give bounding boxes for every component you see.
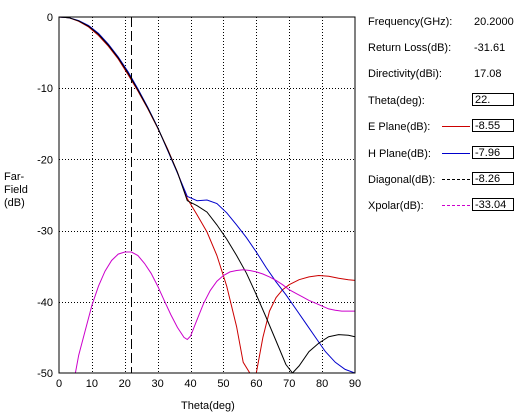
e-plane-legend-swatch [442, 126, 470, 127]
y-axis-title-line-1: Far- [4, 171, 25, 183]
y-tick-label: -20 [37, 154, 53, 166]
y-axis-title-line-3: (dB) [4, 197, 25, 209]
diagonal-label: Diagonal(dB): [368, 174, 436, 186]
e-plane-value-box: -8.55 [472, 119, 514, 132]
plot-area [59, 17, 355, 373]
series-line-xpolar [74, 251, 355, 373]
y-axis-title-line-2: Field [4, 184, 28, 196]
xpolar-label: Xpolar(dB): [368, 200, 424, 212]
x-tick-label: 80 [316, 378, 328, 390]
h-plane-legend-swatch [442, 153, 470, 154]
frequency-value: 20.2000 [474, 16, 514, 28]
plot-frame [58, 16, 356, 374]
theta-label: Theta(deg): [368, 95, 425, 107]
diagonal-legend-swatch [442, 179, 470, 180]
y-axis-title: Far- Field (dB) [4, 171, 28, 210]
theta-input[interactable]: 22. [472, 93, 514, 106]
h-plane-value-box: -7.96 [472, 146, 514, 159]
series-line-e-plane [59, 17, 355, 373]
x-tick-label: 60 [250, 378, 262, 390]
x-tick-label: 70 [283, 378, 295, 390]
series-layer [59, 17, 355, 373]
x-tick-label: 0 [56, 378, 62, 390]
series-line-diagonal [59, 17, 355, 373]
return-loss-label: Return Loss(dB): [368, 42, 452, 54]
xpolar-value-box: -33.04 [472, 198, 514, 211]
h-plane-label: H Plane(dB): [368, 148, 431, 160]
y-tick-label: -40 [37, 297, 53, 309]
x-tick-label: 90 [349, 378, 361, 390]
diagonal-value-box: -8.26 [472, 172, 514, 185]
grid-lines [59, 17, 355, 373]
tick-labels: 0 10 20 30 40 50 60 70 80 90 0 -10 -20 -30 -40 -50 [37, 12, 361, 390]
y-tick-label: 0 [47, 12, 53, 24]
x-tick-label: 20 [119, 378, 131, 390]
directivity-label: Directivity(dBi): [368, 68, 442, 80]
y-tick-label: -30 [37, 226, 53, 238]
y-tick-label: -10 [37, 83, 53, 95]
xpolar-legend-swatch [442, 205, 470, 206]
x-tick-label: 10 [86, 378, 98, 390]
directivity-value: 17.08 [474, 68, 502, 80]
series-line-h-plane [59, 17, 355, 373]
frequency-label: Frequency(GHz): [368, 16, 453, 28]
x-tick-label: 40 [184, 378, 196, 390]
return-loss-value: -31.61 [474, 42, 506, 54]
y-tick-label: -50 [37, 368, 53, 380]
x-tick-label: 30 [152, 378, 164, 390]
e-plane-label: E Plane(dB): [368, 121, 431, 133]
x-axis-title: Theta(deg) [181, 400, 235, 412]
x-tick-label: 50 [217, 378, 229, 390]
